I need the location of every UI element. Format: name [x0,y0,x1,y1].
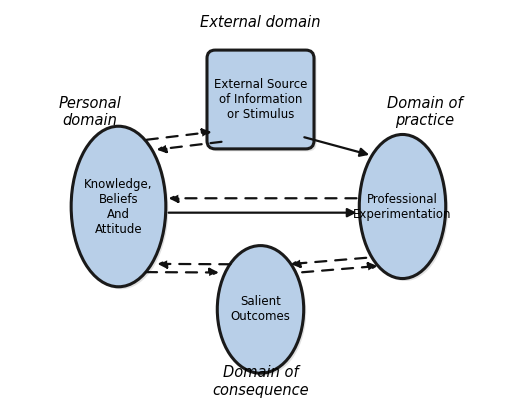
Text: Domain of
consequence: Domain of consequence [212,366,309,398]
Text: Personal
domain: Personal domain [59,96,122,128]
Ellipse shape [217,246,304,373]
Ellipse shape [359,135,446,278]
Ellipse shape [220,248,306,376]
Text: External Source
of Information
or Stimulus: External Source of Information or Stimul… [214,78,307,121]
Text: Domain of
practice: Domain of practice [387,96,462,128]
FancyBboxPatch shape [209,52,316,151]
Text: Knowledge,
Beliefs
And
Attitude: Knowledge, Beliefs And Attitude [84,178,153,235]
Text: Professional
Experimentation: Professional Experimentation [353,192,452,221]
Ellipse shape [73,129,168,289]
Ellipse shape [71,126,166,287]
Text: External domain: External domain [200,15,321,30]
Text: Salient
Outcomes: Salient Outcomes [231,295,290,323]
Ellipse shape [362,137,448,281]
FancyBboxPatch shape [207,50,314,149]
